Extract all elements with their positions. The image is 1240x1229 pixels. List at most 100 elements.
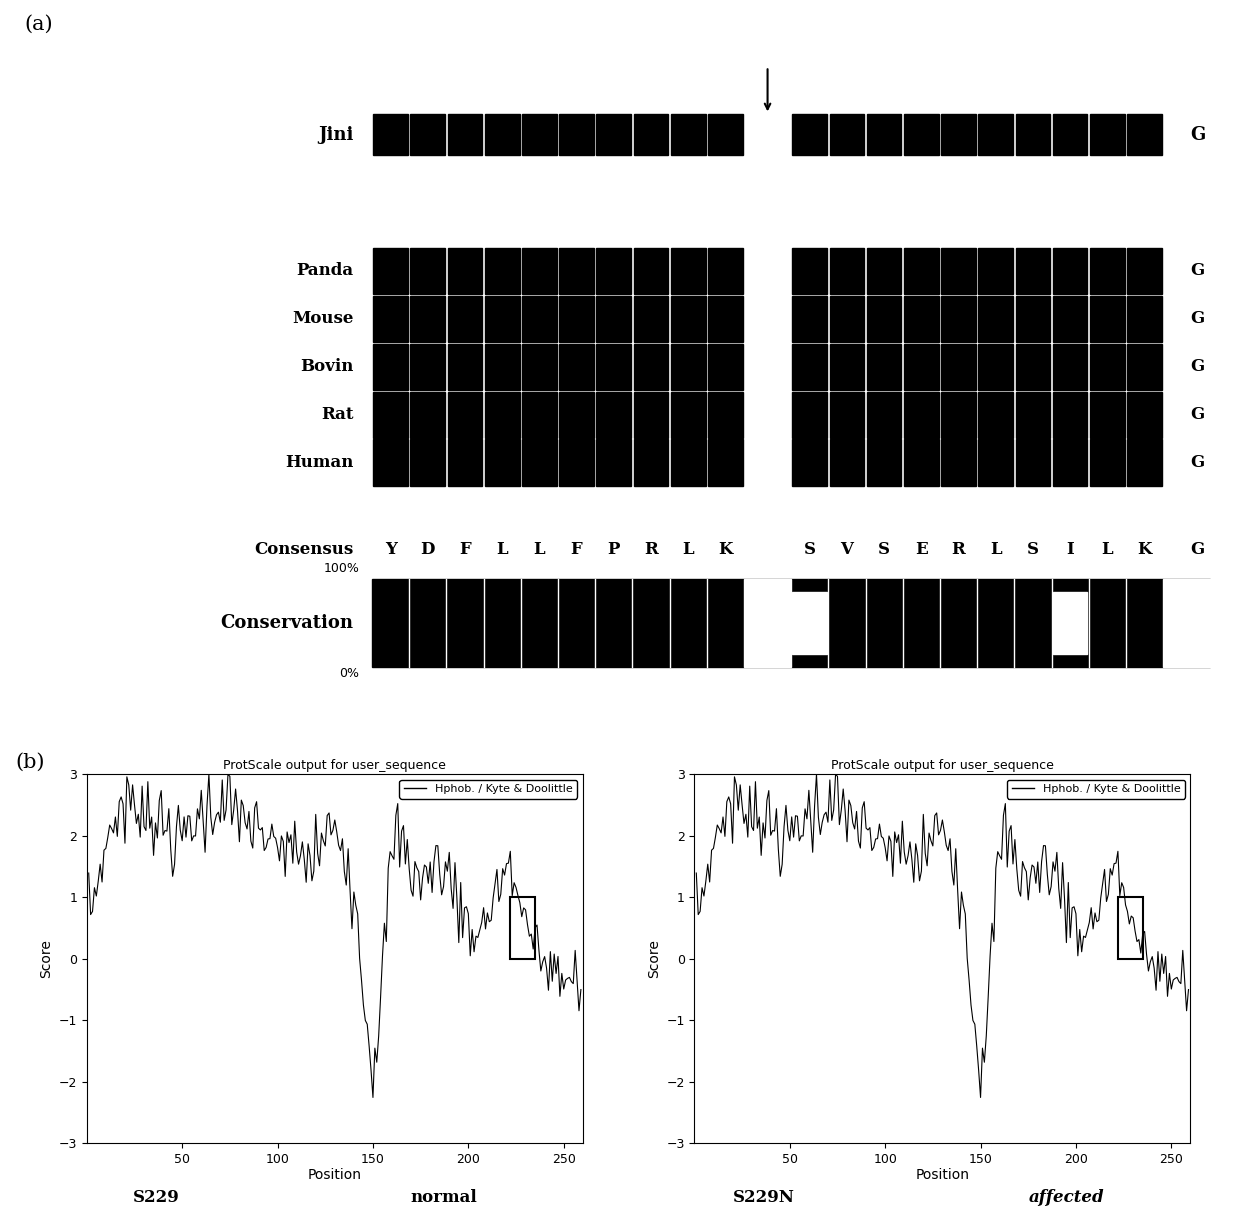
Bar <box>596 248 631 294</box>
Bar <box>559 392 594 438</box>
Bar <box>485 296 520 342</box>
Bar <box>373 440 408 485</box>
Text: S: S <box>804 541 816 558</box>
Bar <box>792 592 827 654</box>
Bar <box>830 114 864 155</box>
Text: F: F <box>570 541 583 558</box>
Bar <box>830 392 864 438</box>
Bar <box>978 114 1013 155</box>
Text: D: D <box>420 541 435 558</box>
Bar <box>671 440 706 485</box>
Bar <box>559 296 594 342</box>
Text: I: I <box>1066 541 1074 558</box>
Bar <box>1053 440 1087 485</box>
Bar <box>596 440 631 485</box>
Text: L: L <box>1101 541 1114 558</box>
Bar <box>522 392 557 438</box>
Bar <box>1118 897 1143 959</box>
Bar <box>410 248 445 294</box>
Bar <box>1053 592 1087 654</box>
Bar <box>634 114 668 155</box>
Bar <box>1053 392 1087 438</box>
Bar <box>708 344 743 390</box>
Bar <box>1016 392 1050 438</box>
Bar <box>941 392 976 438</box>
Bar <box>559 248 594 294</box>
Bar <box>448 296 482 342</box>
Bar <box>1053 248 1087 294</box>
Text: S: S <box>1027 541 1039 558</box>
Text: K: K <box>718 541 733 558</box>
Bar <box>448 440 482 485</box>
Bar <box>634 440 668 485</box>
Bar <box>941 296 976 342</box>
Bar <box>1016 248 1050 294</box>
Bar <box>559 440 594 485</box>
Bar <box>867 344 901 390</box>
Bar <box>1016 344 1050 390</box>
Bar <box>978 248 1013 294</box>
Bar <box>1090 344 1125 390</box>
Bar <box>904 344 939 390</box>
Bar <box>978 344 1013 390</box>
Text: V: V <box>841 541 853 558</box>
Text: R: R <box>644 541 658 558</box>
Bar <box>596 114 631 155</box>
Bar <box>410 440 445 485</box>
Text: G: G <box>1190 125 1205 144</box>
Bar <box>708 440 743 485</box>
Text: E: E <box>915 541 928 558</box>
Bar <box>792 344 827 390</box>
Bar <box>485 114 520 155</box>
Text: (a): (a) <box>25 15 53 33</box>
Bar <box>867 248 901 294</box>
Bar <box>744 579 791 667</box>
Text: normal: normal <box>410 1188 477 1206</box>
Bar <box>671 392 706 438</box>
Y-axis label: Score: Score <box>40 939 53 978</box>
Text: R: R <box>951 541 966 558</box>
Bar <box>830 296 864 342</box>
Bar <box>634 296 668 342</box>
Bar <box>410 114 445 155</box>
Bar <box>904 440 939 485</box>
Bar <box>1090 440 1125 485</box>
Text: P: P <box>608 541 620 558</box>
Text: Panda: Panda <box>296 263 353 279</box>
Text: G: G <box>1190 263 1204 279</box>
Title: ProtScale output for user_sequence: ProtScale output for user_sequence <box>223 758 446 772</box>
Bar <box>867 440 901 485</box>
Y-axis label: Score: Score <box>647 939 661 978</box>
Bar <box>1127 392 1162 438</box>
X-axis label: Position: Position <box>915 1169 970 1182</box>
Text: G: G <box>1190 541 1204 558</box>
Bar <box>941 344 976 390</box>
Bar <box>634 344 668 390</box>
Bar <box>978 392 1013 438</box>
Bar <box>1090 248 1125 294</box>
Text: 100%: 100% <box>324 562 360 575</box>
Bar <box>634 392 668 438</box>
Text: L: L <box>496 541 508 558</box>
Bar <box>410 296 445 342</box>
Bar <box>522 344 557 390</box>
Bar <box>708 248 743 294</box>
Bar <box>792 392 827 438</box>
Bar <box>867 296 901 342</box>
Text: Rat: Rat <box>321 407 353 423</box>
Bar <box>1127 248 1162 294</box>
Bar <box>671 296 706 342</box>
Text: 0%: 0% <box>340 667 360 681</box>
Bar <box>373 114 408 155</box>
Bar <box>373 248 408 294</box>
Bar <box>671 344 706 390</box>
Text: Human: Human <box>285 455 353 471</box>
Bar <box>1053 296 1087 342</box>
Bar <box>485 392 520 438</box>
Text: G: G <box>1190 407 1204 423</box>
Bar <box>867 392 901 438</box>
Bar <box>448 392 482 438</box>
Bar <box>448 344 482 390</box>
Text: L: L <box>990 541 1002 558</box>
Bar <box>1016 440 1050 485</box>
